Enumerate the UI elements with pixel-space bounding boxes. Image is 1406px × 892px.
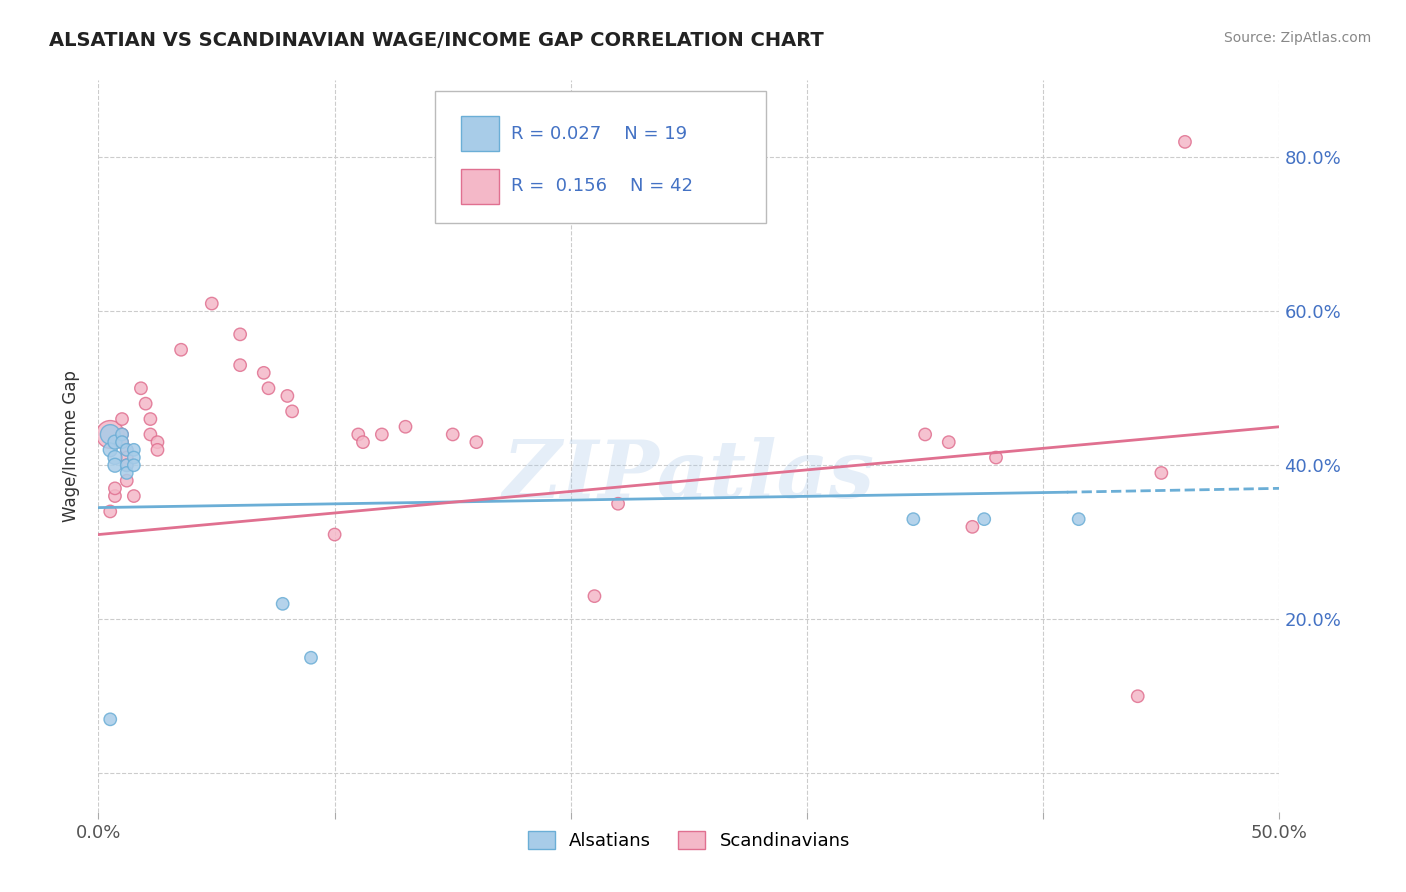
Point [139,427,162,442]
Point [98,427,121,442]
Point [122,458,145,473]
Point [104,481,127,495]
Point [1067,512,1090,526]
Point [115,466,138,480]
Point [229,327,252,342]
Point [962,520,984,534]
Point [98,442,121,457]
Point [170,343,193,357]
Point [104,435,127,450]
Point [115,442,138,457]
Point [111,427,134,442]
Point [583,589,606,603]
Point [973,512,995,526]
Point [146,435,169,450]
Point [146,442,169,457]
Point [98,427,121,442]
Text: ALSATIAN VS SCANDINAVIAN WAGE/INCOME GAP CORRELATION CHART: ALSATIAN VS SCANDINAVIAN WAGE/INCOME GAP… [49,31,824,50]
Point [129,381,152,395]
Point [607,497,630,511]
Point [115,458,138,473]
Y-axis label: Wage/Income Gap: Wage/Income Gap [62,370,80,522]
Point [271,597,294,611]
Point [253,366,276,380]
Point [104,450,127,465]
Point [111,412,134,426]
Point [276,389,298,403]
Legend: Alsatians, Scandinavians: Alsatians, Scandinavians [520,823,858,857]
Point [115,458,138,473]
Point [135,397,157,411]
Point [1150,466,1173,480]
Point [104,489,127,503]
Point [98,712,121,726]
Text: ZIPatlas: ZIPatlas [503,436,875,514]
Point [903,512,925,526]
Point [201,296,224,310]
Point [984,450,1007,465]
Point [98,504,121,518]
Point [229,358,252,372]
Point [115,442,138,457]
Point [352,435,374,450]
Point [115,474,138,488]
Point [111,427,134,442]
Bar [461,169,499,204]
Text: Source: ZipAtlas.com: Source: ZipAtlas.com [1223,31,1371,45]
Point [104,458,127,473]
Point [323,527,346,541]
Bar [461,116,499,152]
Point [441,427,464,442]
Point [111,435,134,450]
Point [122,442,145,457]
Point [281,404,304,418]
Point [394,419,416,434]
Point [371,427,394,442]
Point [1126,690,1149,704]
Point [299,650,322,665]
Point [122,489,145,503]
Text: R =  0.156    N = 42: R = 0.156 N = 42 [510,178,693,195]
Point [257,381,280,395]
Point [111,435,134,450]
Point [122,450,145,465]
Point [347,427,370,442]
Point [139,412,162,426]
Point [115,450,138,465]
Point [1174,135,1197,149]
FancyBboxPatch shape [434,91,766,223]
Point [914,427,936,442]
Point [938,435,960,450]
Text: R = 0.027    N = 19: R = 0.027 N = 19 [510,125,686,143]
Point [465,435,488,450]
